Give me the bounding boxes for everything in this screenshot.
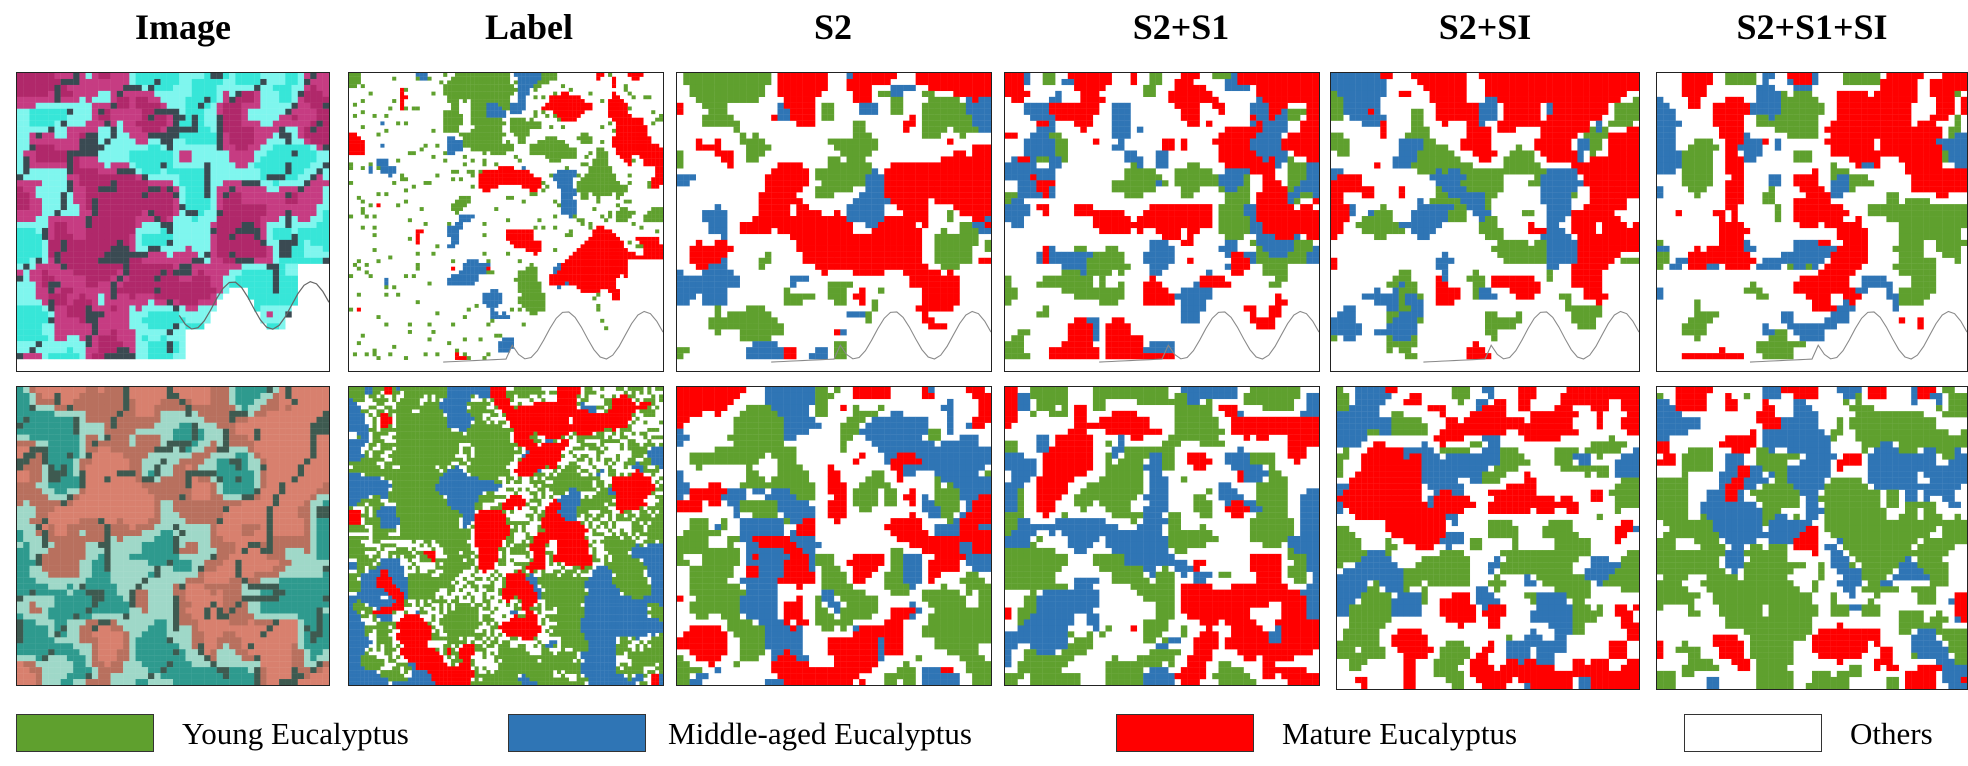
classification-map-label-row1 xyxy=(349,73,663,371)
map-panel-s2-s1-si-row1 xyxy=(1656,72,1968,372)
classification-map-s2-row1 xyxy=(677,73,991,371)
classification-map-s2-s1-row1 xyxy=(1005,73,1319,371)
column-title-s2-s1-si: S2+S1+SI xyxy=(1656,4,1968,50)
map-panel-s2-row1 xyxy=(676,72,992,372)
map-panel-s2-si-row1 xyxy=(1330,72,1640,372)
image-panel-row2 xyxy=(16,386,330,686)
classification-map-s2-s1-si-row1 xyxy=(1657,73,1967,371)
legend-swatch-young xyxy=(16,714,154,752)
map-panel-label-row2 xyxy=(348,386,664,686)
column-title-label: Label xyxy=(348,4,710,50)
legend-swatch-mature xyxy=(1116,714,1254,752)
column-title-image: Image xyxy=(14,4,352,50)
classification-map-s2-si-row2 xyxy=(1337,387,1639,689)
legend-swatch-middle-aged xyxy=(508,714,646,752)
satellite-image-row2 xyxy=(17,387,329,685)
classification-map-s2-s1-si-row2 xyxy=(1657,387,1967,689)
satellite-image-row1 xyxy=(17,73,329,371)
legend-label-others: Others xyxy=(1850,714,1933,754)
map-panel-s2-s1-si-row2 xyxy=(1656,386,1968,690)
legend-label-young: Young Eucalyptus xyxy=(182,714,409,754)
classification-map-label-row2 xyxy=(349,387,663,685)
column-title-s2-s1: S2+S1 xyxy=(1004,4,1358,50)
column-title-s2: S2 xyxy=(676,4,990,50)
map-panel-s2-s1-row1 xyxy=(1004,72,1320,372)
map-panel-s2-row2 xyxy=(676,386,992,686)
map-panel-label-row1 xyxy=(348,72,664,372)
classification-map-s2-s1-row2 xyxy=(1005,387,1319,685)
image-panel-row1 xyxy=(16,72,330,372)
map-panel-s2-s1-row2 xyxy=(1004,386,1320,686)
map-panel-s2-si-row2 xyxy=(1336,386,1640,690)
classification-map-s2-row2 xyxy=(677,387,991,685)
legend: Young Eucalyptus Middle-aged Eucalyptus … xyxy=(0,714,1968,754)
legend-label-mature: Mature Eucalyptus xyxy=(1282,714,1517,754)
column-title-s2-si: S2+SI xyxy=(1330,4,1640,50)
legend-label-middle-aged: Middle-aged Eucalyptus xyxy=(668,714,972,754)
legend-swatch-others xyxy=(1684,714,1822,752)
classification-map-s2-si-row1 xyxy=(1331,73,1639,371)
